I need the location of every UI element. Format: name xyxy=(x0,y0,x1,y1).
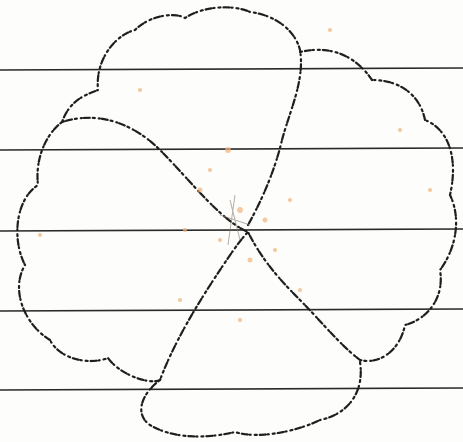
speck xyxy=(247,257,253,263)
rule-line xyxy=(0,387,463,391)
speck xyxy=(238,318,242,322)
right-petal xyxy=(246,48,458,363)
speck xyxy=(38,233,42,237)
rule-line xyxy=(0,67,463,71)
speck xyxy=(428,188,432,192)
speck xyxy=(398,128,402,132)
speck xyxy=(138,88,142,92)
rule-line xyxy=(0,228,463,232)
speck xyxy=(208,168,212,172)
stroke-mark xyxy=(219,214,251,226)
left-petal xyxy=(16,116,250,383)
petal-outlines xyxy=(16,6,458,438)
top-petal xyxy=(60,6,303,227)
speck xyxy=(178,298,182,302)
speck xyxy=(197,187,203,193)
speck xyxy=(328,28,332,32)
stroke-mark xyxy=(227,194,236,246)
rule-line xyxy=(0,308,463,312)
speck xyxy=(288,198,292,202)
speck xyxy=(225,147,231,153)
rule-line xyxy=(0,147,463,151)
pollen-specks xyxy=(38,28,432,322)
ruled-lines xyxy=(0,67,463,391)
speck xyxy=(298,288,302,292)
speck xyxy=(273,248,277,252)
speck xyxy=(237,207,243,213)
bottom-petal xyxy=(140,360,362,438)
center-marks xyxy=(219,194,251,246)
speck xyxy=(218,238,222,242)
speck xyxy=(262,217,268,223)
speck xyxy=(183,228,187,232)
